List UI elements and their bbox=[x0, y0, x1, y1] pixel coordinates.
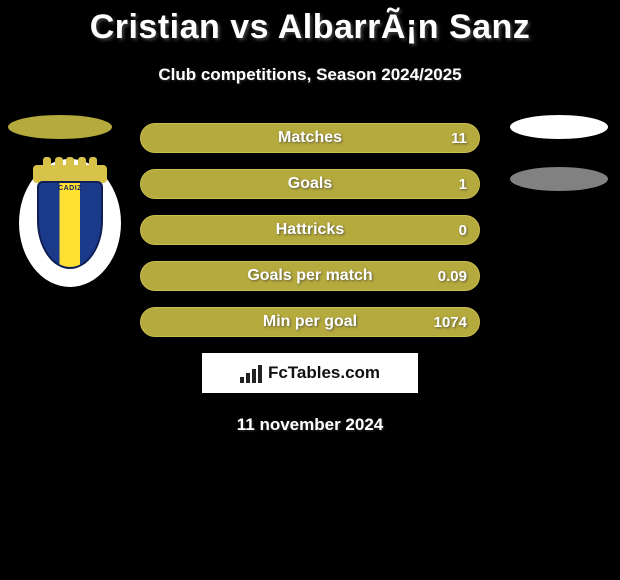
stat-label: Goals bbox=[288, 175, 332, 193]
crest-label: CADIZ bbox=[19, 185, 121, 192]
stat-bar-goals-per-match: Goals per match 0.09 bbox=[140, 261, 480, 291]
stat-label: Min per goal bbox=[263, 313, 357, 331]
stat-label: Hattricks bbox=[276, 221, 344, 239]
stat-label: Matches bbox=[278, 129, 342, 147]
accent-blob-left bbox=[8, 115, 112, 139]
stat-bar-goals: Goals 1 bbox=[140, 169, 480, 199]
accent-blob-right-1 bbox=[510, 115, 608, 139]
comparison-chart: CADIZ Matches 11 Goals 1 Hattricks 0 Goa… bbox=[0, 123, 620, 435]
stat-bar-hattricks: Hattricks 0 bbox=[140, 215, 480, 245]
bar-chart-icon bbox=[240, 363, 262, 383]
accent-blob-right-2 bbox=[510, 167, 608, 191]
stat-value: 11 bbox=[451, 130, 467, 147]
stat-value: 0.09 bbox=[438, 268, 467, 285]
stat-bars: Matches 11 Goals 1 Hattricks 0 Goals per… bbox=[140, 123, 480, 337]
stat-value: 1074 bbox=[434, 314, 467, 331]
stat-bar-matches: Matches 11 bbox=[140, 123, 480, 153]
stat-value: 1 bbox=[459, 176, 467, 193]
page-title: Cristian vs AlbarrÃ¡n Sanz bbox=[0, 0, 620, 47]
stat-label: Goals per match bbox=[247, 267, 372, 285]
site-logo: FcTables.com bbox=[202, 353, 418, 393]
logo-text: FcTables.com bbox=[268, 363, 380, 383]
stat-value: 0 bbox=[459, 222, 467, 239]
club-crest: CADIZ bbox=[19, 159, 121, 287]
page-subtitle: Club competitions, Season 2024/2025 bbox=[0, 65, 620, 85]
stat-bar-min-per-goal: Min per goal 1074 bbox=[140, 307, 480, 337]
date-label: 11 november 2024 bbox=[0, 415, 620, 435]
